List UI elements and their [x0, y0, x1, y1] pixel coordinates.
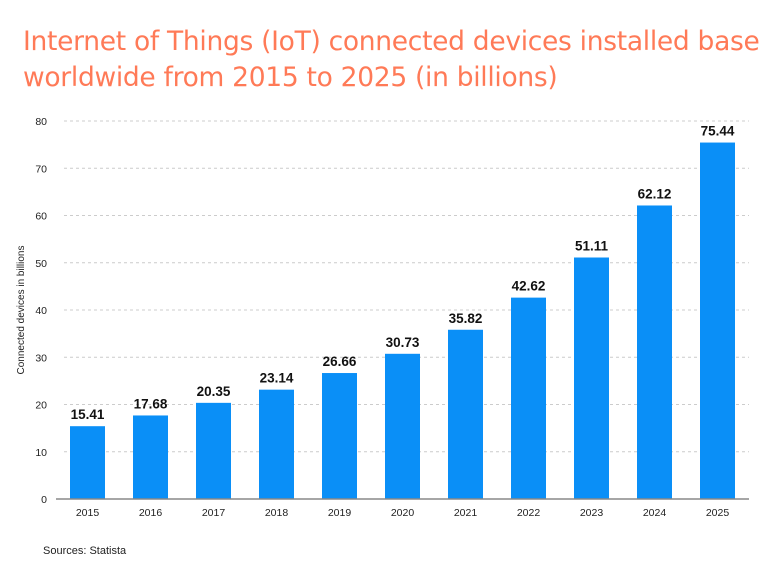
- y-tick-label: 30: [35, 352, 47, 364]
- bar-2023: [574, 257, 609, 499]
- data-label: 51.11: [575, 239, 609, 254]
- data-label: 30.73: [386, 335, 420, 350]
- data-label: 26.66: [323, 354, 357, 369]
- y-tick-label: 80: [35, 116, 47, 128]
- data-label: 75.44: [701, 124, 735, 139]
- x-tick-label: 2015: [76, 507, 100, 519]
- y-tick-label: 50: [35, 258, 47, 270]
- y-axis-label: Connected devices in billions: [16, 246, 27, 375]
- bar-2020: [385, 353, 420, 499]
- bar-2024: [637, 205, 672, 499]
- bar-2017: [196, 402, 231, 499]
- data-label: 35.82: [449, 311, 483, 326]
- y-tick-label: 20: [35, 400, 47, 412]
- x-tick-label: 2021: [454, 507, 478, 519]
- bar-2022: [511, 297, 546, 499]
- x-tick-label: 2017: [202, 507, 226, 519]
- y-tick-label: 70: [35, 163, 47, 175]
- bar-2018: [259, 389, 294, 499]
- y-tick-label: 0: [41, 494, 47, 506]
- data-label: 15.41: [71, 407, 105, 422]
- y-tick-label: 40: [35, 305, 47, 317]
- bar-2016: [133, 415, 168, 499]
- x-tick-label: 2020: [391, 507, 415, 519]
- chart-title: Internet of Things (IoT) connected devic…: [23, 26, 760, 93]
- y-tick-label: 10: [35, 447, 47, 459]
- x-tick-label: 2016: [139, 507, 163, 519]
- data-label: 23.14: [260, 371, 294, 386]
- data-label: 62.12: [638, 186, 672, 201]
- data-label: 20.35: [197, 384, 231, 399]
- x-tick-label: 2022: [517, 507, 541, 519]
- x-tick-label: 2023: [580, 507, 604, 519]
- bar-2015: [70, 426, 105, 499]
- source-note: Sources: Statista: [43, 545, 127, 557]
- y-tick-label: 60: [35, 211, 47, 223]
- x-tick-label: 2019: [328, 507, 352, 519]
- bar-2019: [322, 373, 357, 499]
- data-label: 17.68: [134, 396, 168, 411]
- x-tick-label: 2025: [706, 507, 730, 519]
- data-label: 42.62: [512, 279, 546, 294]
- x-tick-label: 2018: [265, 507, 289, 519]
- x-tick-label: 2024: [643, 507, 667, 519]
- bar-2021: [448, 329, 483, 499]
- bar-2025: [700, 142, 735, 499]
